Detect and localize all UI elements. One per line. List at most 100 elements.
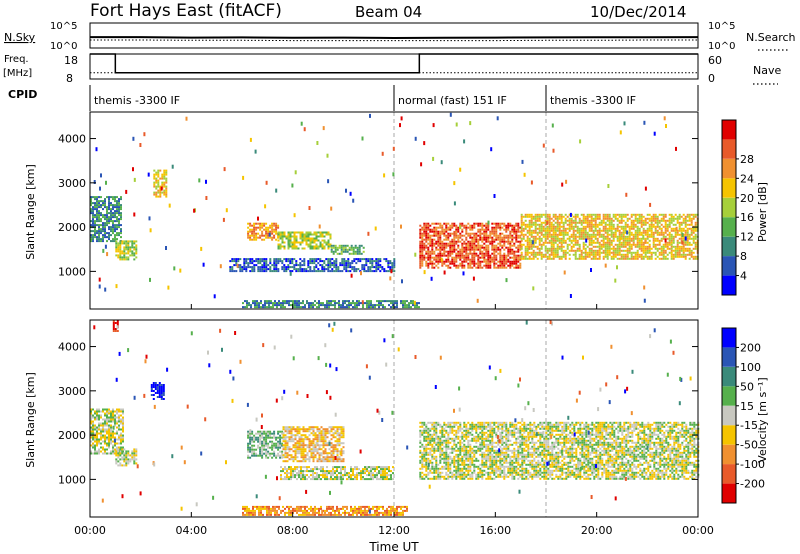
echo-cell [330, 246, 333, 249]
echo-cell [292, 460, 295, 463]
echo-cell [256, 302, 258, 305]
echo-cell [471, 256, 474, 259]
echo-cell [540, 257, 543, 260]
echo-cell [102, 202, 104, 205]
echo-cell [329, 264, 332, 267]
echo-cell [578, 233, 581, 236]
echo-cell [425, 234, 428, 237]
echo-cell [471, 254, 474, 257]
echo-cell [628, 243, 631, 246]
echo-cell [670, 237, 673, 240]
echo-cell [260, 302, 262, 305]
echo-cell [590, 253, 593, 256]
echo-cell [344, 300, 346, 303]
echo-cell [517, 250, 520, 253]
echo-cell [501, 258, 504, 261]
echo-cell [346, 244, 349, 247]
echo-cell [662, 253, 665, 256]
echo-cell [233, 260, 236, 263]
echo-cell [322, 302, 324, 305]
echo-cell [499, 232, 502, 235]
echo-cell [572, 253, 575, 256]
echo-cell [570, 217, 573, 220]
echo-cell [274, 300, 276, 303]
echo-cell [116, 212, 118, 215]
echo-cell [427, 238, 430, 241]
echo-cell [522, 229, 525, 232]
echo-cell [100, 430, 102, 433]
echo-cell [630, 225, 633, 228]
echo-cell [622, 233, 625, 236]
echo-cell [112, 222, 114, 225]
echo-cell [279, 260, 282, 263]
echo-cell [662, 257, 665, 260]
echo-cell [309, 233, 312, 236]
echo-cell [263, 446, 266, 449]
echo-cell [275, 266, 278, 269]
echo-cell [513, 258, 516, 261]
echo-cell [632, 213, 635, 216]
echo-cell [604, 243, 607, 246]
echo-cell [648, 219, 651, 222]
echo-cell [678, 255, 681, 258]
echo-cell [459, 248, 462, 251]
echo-cell [163, 169, 166, 172]
echo-cell [296, 428, 299, 431]
echo-noise [147, 172, 150, 177]
echo-cell [427, 236, 430, 239]
echo-cell [324, 430, 327, 433]
echo-cell [345, 270, 348, 273]
echo-cell [612, 215, 615, 218]
echo-cell [658, 231, 661, 234]
echo-cell [307, 239, 310, 242]
echo-cell [344, 246, 347, 249]
echo-cell [308, 434, 311, 437]
echo-cell [608, 213, 611, 216]
colorbar-segment [722, 197, 736, 218]
echo-cell [483, 242, 486, 245]
echo-cell [302, 438, 305, 441]
echo-cell [96, 442, 98, 445]
echo-cell [331, 268, 334, 271]
echo-cell [544, 231, 547, 234]
echo-cell [162, 384, 165, 386]
echo-cell [457, 236, 460, 239]
echo-cell [433, 222, 436, 225]
echo-cell [323, 268, 326, 271]
echo-cell [92, 432, 94, 435]
echo-cell [459, 256, 462, 259]
echo-cell [536, 245, 539, 248]
echo-cell [686, 213, 689, 216]
echo-cell [259, 266, 262, 269]
echo-cell [489, 260, 492, 263]
echo-cell [390, 300, 392, 303]
echo-cell [638, 233, 641, 236]
echo-cell [133, 246, 136, 249]
echo-cell [646, 257, 649, 260]
echo-noise [327, 179, 330, 184]
echo-cell [680, 227, 683, 230]
echo-cell [114, 442, 116, 445]
echo-cell [158, 394, 161, 396]
echo-cell [566, 219, 569, 222]
echo-cell [254, 300, 256, 303]
echo-cell [90, 196, 92, 199]
echo-cell [439, 256, 442, 259]
echo-cell [402, 300, 404, 303]
echo-cell [433, 226, 436, 229]
echo-cell [562, 221, 565, 224]
echo-cell [106, 448, 108, 451]
echo-cell [511, 248, 514, 251]
echo-cell [330, 426, 333, 429]
echo-cell [560, 239, 563, 242]
echo-cell [92, 430, 94, 433]
echo-cell [556, 245, 559, 248]
echo-cell [269, 268, 272, 271]
echo-cell [501, 226, 504, 229]
echo-cell [122, 420, 124, 423]
echo-cell [342, 430, 345, 433]
echo-cell [576, 235, 579, 238]
echo-cell [314, 450, 317, 453]
echo-cell [115, 250, 118, 253]
echo-cell [281, 241, 284, 244]
